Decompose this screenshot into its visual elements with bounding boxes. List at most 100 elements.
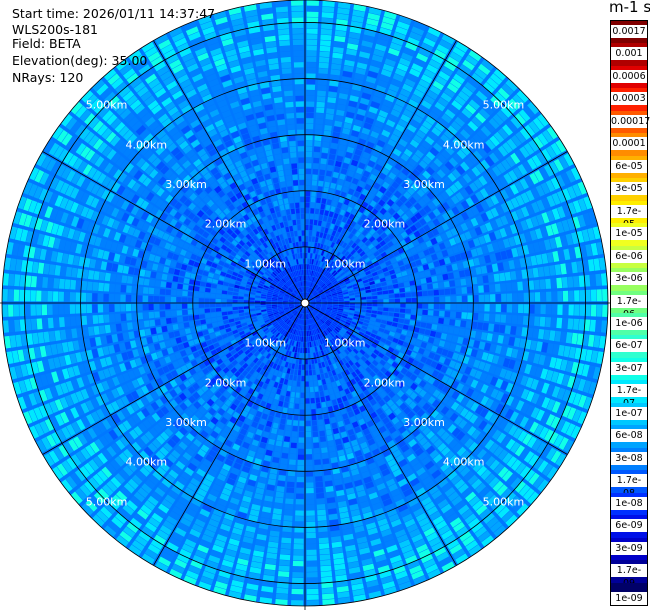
gate-cell	[372, 239, 379, 247]
gate-cell	[437, 153, 447, 164]
gate-cell	[278, 474, 286, 482]
gate-cell	[13, 289, 20, 302]
gate-cell	[428, 177, 438, 186]
gate-cell	[528, 472, 540, 486]
gate-cell	[506, 293, 513, 302]
gate-cell	[363, 247, 370, 254]
gate-cell	[322, 6, 335, 13]
gate-cell	[367, 12, 381, 21]
gate-cell	[309, 270, 312, 276]
gate-cell	[360, 272, 366, 278]
gate-cell	[348, 32, 361, 40]
gate-cell	[599, 257, 606, 271]
gate-cell	[497, 127, 509, 140]
gate-cell	[306, 532, 316, 539]
gate-cell	[433, 303, 440, 310]
gate-cell	[433, 158, 443, 168]
gate-cell	[489, 182, 499, 193]
gate-cell	[382, 181, 390, 190]
gate-cell	[420, 341, 428, 349]
gate-cell	[455, 287, 462, 295]
gate-cell	[596, 304, 602, 317]
gate-cell	[333, 126, 342, 133]
gate-cell	[394, 68, 407, 77]
gate-cell	[361, 127, 371, 135]
gate-cell	[546, 195, 556, 208]
gate-cell	[495, 390, 505, 401]
gate-cell	[305, 269, 307, 275]
gate-cell	[563, 153, 574, 167]
gate-cell	[318, 237, 322, 244]
gate-cell	[602, 288, 608, 302]
gate-cell	[331, 322, 337, 328]
gate-cell	[316, 408, 322, 415]
gate-cell	[520, 402, 530, 414]
gate-cell	[420, 242, 428, 250]
gate-cell	[451, 335, 459, 343]
gate-cell	[539, 426, 549, 439]
gate-cell	[572, 200, 582, 213]
gate-cell	[346, 330, 352, 336]
gate-cell	[432, 317, 439, 324]
gate-cell	[460, 407, 469, 418]
gate-cell	[315, 272, 319, 278]
gate-cell	[319, 274, 323, 280]
gate-cell	[346, 319, 352, 324]
gate-cell	[309, 375, 313, 382]
gate-cell	[215, 303, 221, 308]
gate-cell	[305, 398, 310, 404]
gate-cell	[315, 203, 321, 209]
gate-cell	[313, 157, 320, 164]
gate-cell	[187, 297, 193, 303]
gate-cell	[405, 388, 414, 396]
gate-cell	[354, 238, 361, 245]
gate-cell	[301, 375, 305, 382]
gate-cell	[312, 425, 318, 432]
gate-cell	[555, 453, 567, 467]
gate-cell	[319, 232, 324, 238]
gate-cell	[518, 109, 531, 122]
gate-cell	[372, 303, 378, 307]
gate-cell	[332, 271, 338, 277]
gate-cell	[456, 382, 465, 392]
gate-cell	[412, 253, 420, 261]
gate-cell	[430, 187, 440, 197]
gate-cell	[316, 101, 325, 108]
gate-cell	[322, 593, 335, 600]
gate-cell	[494, 229, 502, 240]
gate-cell	[376, 287, 383, 292]
gate-cell	[358, 51, 371, 59]
gate-cell	[534, 424, 544, 437]
gate-cell	[482, 322, 489, 331]
gate-cell	[355, 275, 361, 280]
gate-cell	[512, 499, 525, 512]
gate-cell	[537, 329, 545, 340]
gate-cell	[558, 437, 569, 450]
gate-cell	[314, 293, 319, 297]
gate-cell	[375, 345, 383, 352]
gate-cell	[512, 293, 518, 302]
gate-cell	[488, 117, 500, 130]
gate-cell	[432, 198, 441, 207]
gate-cell	[455, 404, 465, 414]
gate-cell	[351, 196, 358, 203]
gate-cell	[411, 267, 419, 274]
gate-cell	[316, 191, 322, 198]
gate-cell	[314, 459, 321, 466]
gate-cell	[298, 437, 305, 443]
gate-cell	[510, 459, 522, 471]
gate-cell	[320, 293, 326, 297]
gate-cell	[177, 283, 183, 290]
gate-cell	[344, 268, 350, 274]
gate-cell	[471, 478, 483, 490]
gate-cell	[322, 192, 328, 199]
gate-cell	[418, 399, 427, 408]
gate-cell	[423, 224, 431, 233]
gate-cell	[346, 48, 358, 56]
gate-cell	[313, 259, 317, 265]
gate-cell	[321, 256, 326, 262]
gate-cell	[412, 134, 423, 144]
gate-cell	[352, 331, 358, 337]
gate-cell	[450, 401, 460, 411]
gate-cell	[292, 425, 298, 432]
